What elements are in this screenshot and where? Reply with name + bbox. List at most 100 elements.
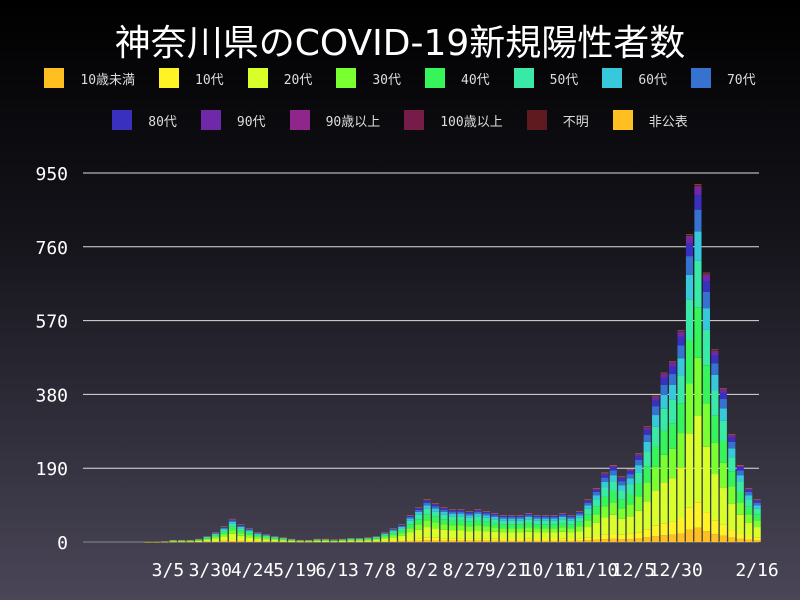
bar-segment	[558, 531, 567, 539]
bar-segment	[652, 415, 660, 427]
bar-segment	[592, 506, 600, 515]
bar-segment	[635, 454, 643, 457]
bar-segment	[389, 531, 397, 534]
bar-segment	[745, 506, 753, 515]
bar-segment	[711, 474, 719, 521]
bar-segment	[584, 520, 592, 528]
bar-segment	[516, 515, 524, 517]
bar-segment	[262, 541, 270, 542]
bar-segment	[533, 518, 541, 521]
bar-segment	[508, 540, 516, 542]
bar-segment	[711, 390, 719, 416]
bar-segment	[668, 399, 677, 424]
bar-segment	[584, 500, 592, 501]
bar-segment	[626, 516, 634, 534]
x-tick-label: 12/30	[649, 560, 703, 581]
bar-segment	[584, 514, 592, 521]
bar-segment	[279, 538, 287, 540]
bar-segment	[719, 399, 727, 409]
bar-segment	[736, 533, 744, 539]
bar-segment	[609, 470, 617, 476]
bar-segment	[626, 533, 634, 540]
bar-segment	[736, 465, 744, 468]
bar-segment	[719, 487, 727, 525]
bar-segment	[415, 538, 423, 541]
bar-segment	[635, 483, 643, 497]
bar-segment	[575, 526, 584, 532]
bar-segment	[525, 514, 533, 516]
bar-segment	[499, 539, 507, 541]
bar-segment	[652, 446, 660, 467]
bar-segment	[652, 466, 660, 491]
bar-segment	[660, 454, 668, 483]
bar-segment	[550, 520, 558, 525]
bar-segment	[482, 540, 490, 542]
bar-segment	[643, 482, 651, 502]
bar-segment	[389, 528, 397, 530]
bar-segment	[432, 506, 440, 509]
bar-segment	[736, 491, 744, 503]
bar-segment	[525, 538, 533, 541]
bar-segment	[406, 518, 414, 521]
bar-segment	[660, 373, 668, 375]
bar-segment	[711, 355, 719, 364]
bar-segment	[626, 469, 634, 472]
bar-segment	[685, 529, 694, 542]
bar-segment	[719, 524, 727, 536]
bar-segment	[533, 539, 541, 541]
bar-segment	[626, 478, 634, 485]
bar-segment	[652, 536, 660, 542]
bar-segment	[491, 523, 499, 528]
bar-segment	[415, 519, 423, 525]
bar-segment	[694, 357, 702, 416]
bar-segment	[660, 430, 668, 455]
bar-segment	[550, 528, 558, 533]
bar-segment	[499, 532, 507, 540]
bar-segment	[652, 397, 660, 401]
bar-segment	[398, 533, 406, 536]
bar-segment	[482, 512, 490, 514]
bar-segment	[516, 516, 524, 519]
bar-segment	[499, 528, 507, 533]
bar-segment	[609, 538, 617, 542]
x-tick-label: 12/5	[612, 560, 655, 581]
bar-segment	[558, 523, 567, 528]
x-tick-label: 7/8	[363, 560, 396, 581]
bar-segment	[220, 529, 228, 532]
bar-segment	[415, 524, 423, 530]
bar-segment	[448, 511, 457, 514]
bar-segment	[626, 494, 634, 505]
bar-segment	[440, 514, 448, 520]
bar-segment	[575, 515, 584, 518]
bar-segment	[626, 484, 634, 495]
bar-segment	[575, 512, 584, 514]
bar-segment	[499, 520, 507, 525]
bar-segment	[423, 527, 431, 538]
bar-segment	[372, 539, 380, 540]
bar-segment	[406, 539, 414, 541]
x-tick-label: 5/19	[273, 560, 316, 581]
bar-segment	[415, 514, 423, 520]
bar-segment	[364, 538, 372, 540]
bar-segment	[618, 534, 626, 540]
bar-segment	[753, 502, 761, 506]
bar-segment	[652, 400, 660, 407]
bar-segment	[728, 457, 736, 472]
bar-segment	[508, 532, 516, 540]
x-tick-label: 8/2	[406, 560, 439, 581]
bar-segment	[643, 434, 651, 442]
bar-segment	[203, 537, 211, 539]
bar-segment	[542, 515, 550, 516]
bar-segment	[448, 516, 457, 521]
bar-segment	[423, 537, 431, 541]
legend-swatch	[44, 68, 65, 88]
bar-segment	[609, 502, 617, 515]
bar-segment	[364, 540, 372, 542]
bar-segment	[533, 516, 541, 519]
bar-segment	[533, 528, 541, 533]
bar-segment	[542, 539, 550, 541]
bar-segment	[245, 531, 253, 534]
bar-segment	[567, 516, 575, 519]
bar-segment	[457, 538, 465, 541]
bar-segment	[592, 514, 600, 523]
